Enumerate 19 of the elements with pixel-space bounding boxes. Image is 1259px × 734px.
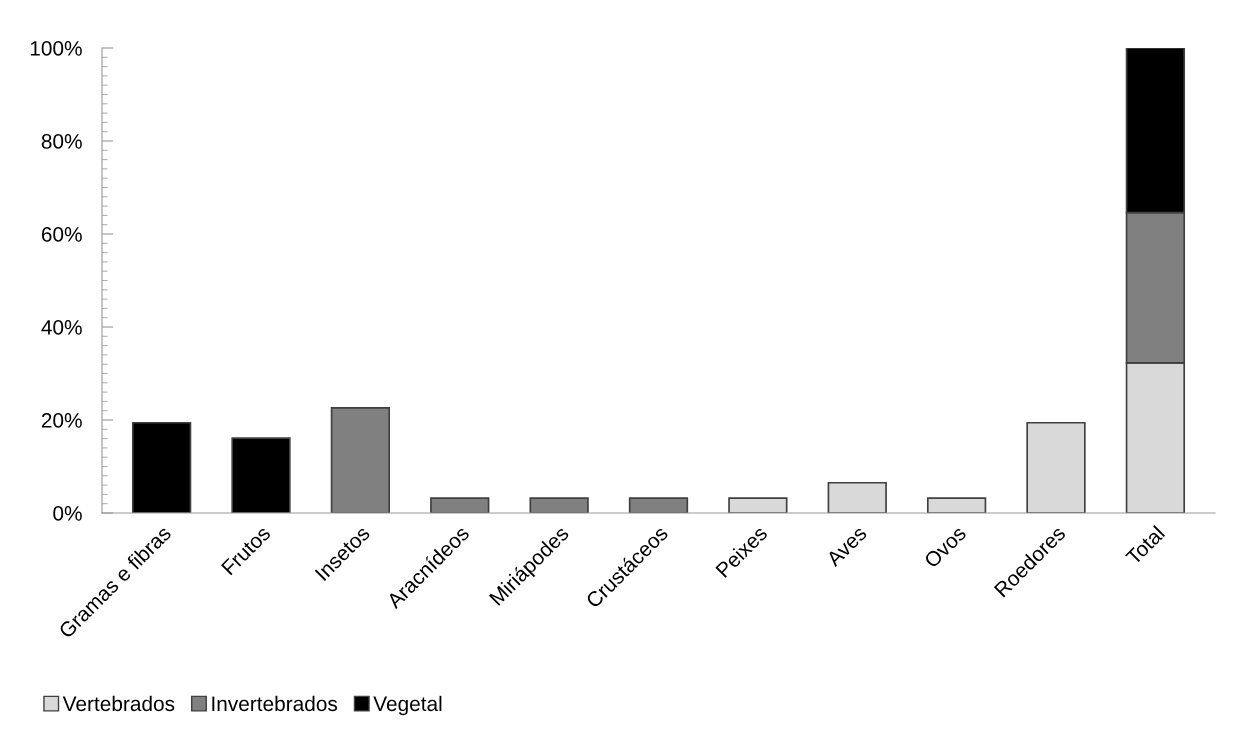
y-tick-label: 20% [41, 413, 82, 428]
bar [131, 421, 192, 513]
legend-label: Vertebrados [62, 695, 175, 712]
bar [728, 497, 788, 513]
bar [926, 497, 987, 513]
bar [330, 407, 391, 513]
y-tick-label: 100% [30, 41, 82, 56]
legend-label: Vegetal [373, 695, 442, 716]
bar [430, 497, 490, 513]
y-tick-label: 80% [41, 134, 82, 149]
bar [231, 437, 291, 513]
y-tick-label: 0% [53, 506, 82, 521]
bar [628, 497, 689, 513]
y-tick-label: 40% [41, 320, 82, 335]
bar [1026, 421, 1086, 513]
bar [529, 497, 589, 513]
legend-label: Invertebrados [212, 695, 338, 712]
y-tick-label: 60% [41, 227, 82, 242]
bar [827, 481, 887, 513]
